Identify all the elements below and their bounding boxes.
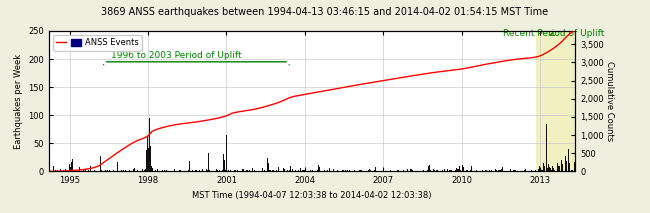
X-axis label: MST Time (1994-04-07 12:03:38 to 2014-04-02 12:03:38): MST Time (1994-04-07 12:03:38 to 2014-04… bbox=[192, 191, 432, 200]
Y-axis label: Earthquakes per Week: Earthquakes per Week bbox=[14, 54, 23, 149]
Text: Recent Period of Uplift: Recent Period of Uplift bbox=[503, 29, 604, 38]
Text: 3869 ANSS earthquakes between 1994-04-13 03:46:15 and 2014-04-02 01:54:15 MST Ti: 3869 ANSS earthquakes between 1994-04-13… bbox=[101, 7, 549, 17]
Text: 1996 to 2003 Period of Uplift: 1996 to 2003 Period of Uplift bbox=[111, 50, 242, 60]
Bar bbox=[536, 31, 575, 171]
Legend: , ANSS Events: , ANSS Events bbox=[53, 35, 142, 51]
Y-axis label: Cumulative Counts: Cumulative Counts bbox=[604, 61, 614, 141]
